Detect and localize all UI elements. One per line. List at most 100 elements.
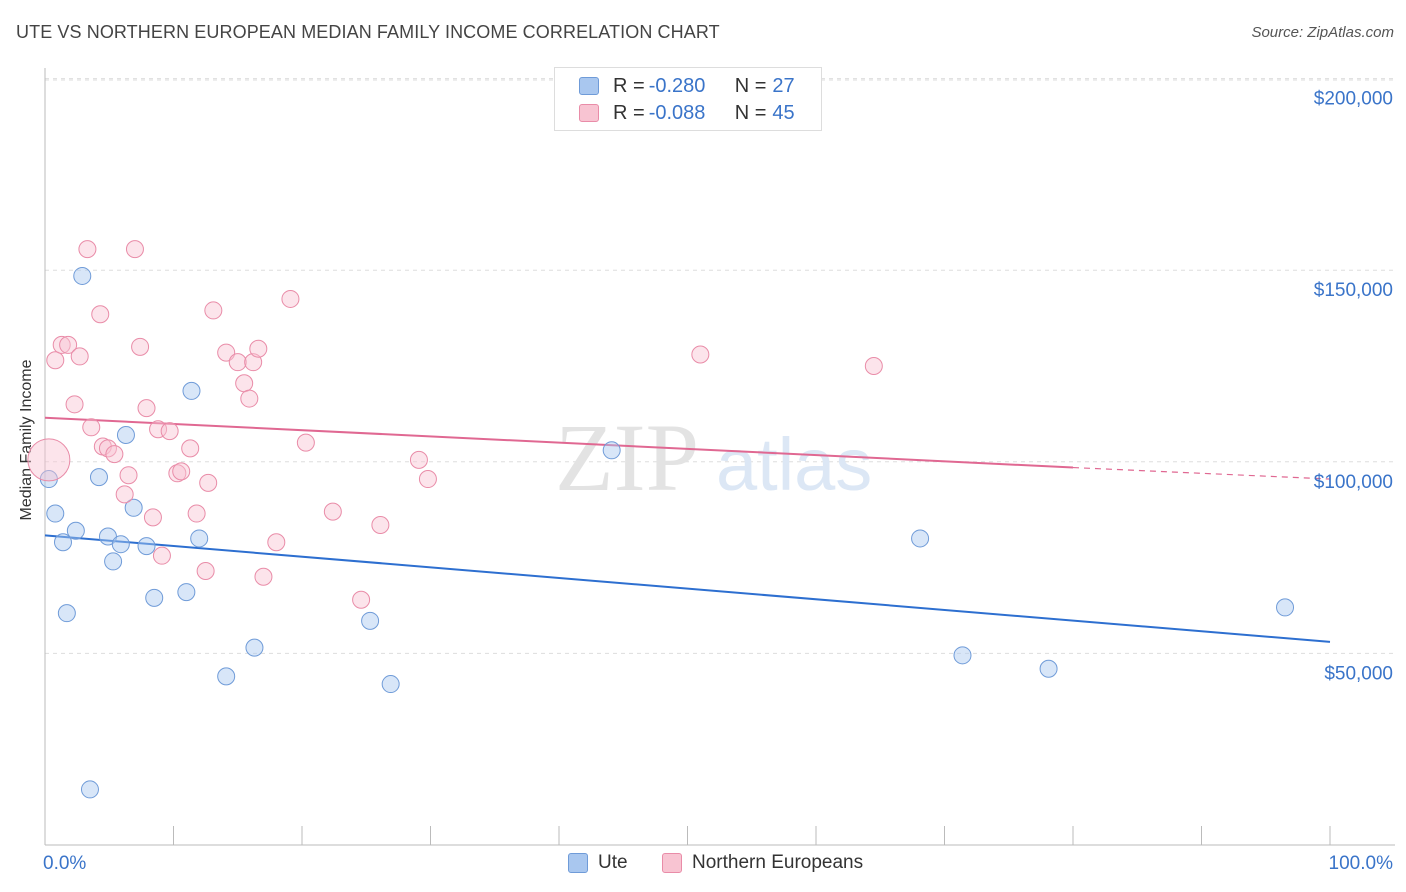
point-northern-europeans xyxy=(70,347,89,366)
point-northern-europeans xyxy=(418,470,437,489)
point-ute xyxy=(111,535,130,554)
y-tick-label: $200,000 xyxy=(1314,89,1393,110)
watermark-atlas: atlas xyxy=(716,423,872,506)
point-northern-europeans xyxy=(181,439,200,458)
point-northern-europeans xyxy=(172,462,191,481)
tick-labels: $50,000 $100,000 $150,000 $200,000 0.0% 100.0… xyxy=(43,89,1393,874)
point-northern-europeans xyxy=(131,337,150,356)
point-northern-europeans xyxy=(46,351,65,370)
point-ute xyxy=(145,588,164,607)
ute-swatch xyxy=(579,77,599,95)
trendline-extension-northern-europeans xyxy=(1072,466,1331,480)
point-ute xyxy=(953,646,972,665)
stats-legend-row-ute: R = -0.280 N = 27 xyxy=(579,74,795,98)
point-northern-europeans xyxy=(115,485,134,504)
point-ute xyxy=(177,583,196,602)
point-ute xyxy=(602,441,621,460)
r-value: -0.280 xyxy=(648,74,706,97)
point-northern-europeans xyxy=(409,450,428,469)
point-ute xyxy=(104,552,123,571)
point-northern-europeans xyxy=(267,533,286,552)
y-tick-label: $100,000 xyxy=(1314,472,1393,493)
point-ute xyxy=(911,529,930,548)
point-ute xyxy=(245,638,264,657)
point-northern-europeans xyxy=(52,335,71,354)
point-northern-europeans xyxy=(864,357,883,375)
watermark: ZIP atlas xyxy=(555,404,872,511)
legend-label-northern-europeans: Northern Europeans xyxy=(692,852,864,873)
point-northern-europeans xyxy=(152,546,171,565)
point-northern-europeans xyxy=(323,502,342,521)
r-key: R = xyxy=(613,101,645,124)
point-northern-europeans xyxy=(160,422,179,441)
x-tick-label: 0.0% xyxy=(43,853,86,874)
point-ute xyxy=(80,780,99,799)
point-northern-europeans xyxy=(82,418,101,437)
point-northern-europeans xyxy=(65,395,84,414)
source-label: Source: ZipAtlas.com xyxy=(1251,24,1394,41)
r-value: -0.088 xyxy=(648,101,706,124)
legend-swatch-northern-europeans xyxy=(662,853,682,873)
trendline-ute xyxy=(44,534,1331,643)
point-ute xyxy=(217,667,236,686)
point-northern-europeans xyxy=(187,504,206,523)
point-northern-europeans xyxy=(119,466,138,485)
point-northern-europeans xyxy=(296,433,315,452)
point-northern-europeans xyxy=(244,353,263,372)
chart-title: UTE VS NORTHERN EUROPEAN MEDIAN FAMILY I… xyxy=(16,22,720,42)
point-northern-europeans xyxy=(235,374,254,393)
point-northern-europeans xyxy=(137,399,156,418)
point-ute xyxy=(124,498,143,517)
point-northern-europeans xyxy=(105,445,124,464)
point-northern-europeans xyxy=(228,353,247,372)
point-ute xyxy=(73,266,92,285)
point-ute xyxy=(53,533,72,552)
point-northern-europeans xyxy=(59,335,78,354)
point-northern-europeans xyxy=(199,473,218,492)
point-northern-europeans xyxy=(143,508,162,527)
r-key: R = xyxy=(613,74,645,97)
trendlines xyxy=(44,416,1331,643)
point-ute xyxy=(89,468,108,487)
point-northern-europeans xyxy=(281,289,300,308)
point-northern-europeans xyxy=(196,562,215,581)
stats-legend: R = -0.280 N = 27 R = -0.088 N = 45 xyxy=(554,67,822,131)
y-tick-label: $50,000 xyxy=(1324,663,1393,684)
point-ute xyxy=(381,675,400,694)
point-ute xyxy=(46,504,65,523)
point-ute xyxy=(1039,659,1058,678)
point-northern-europeans xyxy=(149,420,168,439)
point-ute xyxy=(1276,598,1295,617)
legend-swatch-ute xyxy=(568,853,588,873)
point-northern-europeans xyxy=(254,567,273,586)
northern-europeans-swatch xyxy=(579,104,599,122)
n-key: N = xyxy=(734,101,767,124)
point-northern-europeans xyxy=(125,240,144,259)
watermark-zip: ZIP xyxy=(555,404,699,511)
series-legend: Ute Northern Europeans xyxy=(0,852,1406,878)
trendline-northern-europeans xyxy=(44,416,1074,469)
point-northern-europeans xyxy=(249,339,268,358)
point-ute xyxy=(137,537,156,556)
legend-label-ute: Ute xyxy=(598,852,628,873)
point-northern-europeans xyxy=(217,343,236,362)
n-value: 27 xyxy=(772,74,795,97)
point-ute xyxy=(66,521,85,540)
point-northern-europeans xyxy=(352,590,371,609)
legend-item-ute[interactable]: Ute xyxy=(568,852,628,874)
point-northern-europeans xyxy=(78,240,97,259)
x-tick-label: 100.0% xyxy=(1329,853,1394,874)
n-value: 45 xyxy=(772,101,795,124)
point-northern-europeans xyxy=(371,516,390,535)
n-key: N = xyxy=(734,74,767,97)
point-northern-europeans xyxy=(240,389,259,408)
axes xyxy=(44,68,1395,846)
legend-item-northern-europeans[interactable]: Northern Europeans xyxy=(662,852,863,874)
point-northern-europeans xyxy=(691,345,710,364)
data-points xyxy=(27,240,1295,799)
stats-legend-row-northern-europeans: R = -0.088 N = 45 xyxy=(579,101,795,125)
point-ute xyxy=(190,529,209,548)
point-ute xyxy=(116,425,135,444)
y-tick-label: $150,000 xyxy=(1314,280,1393,301)
